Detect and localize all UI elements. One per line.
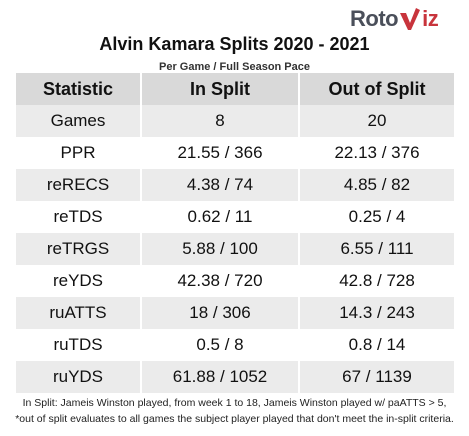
cell-out-of-split: 20 [300, 105, 454, 137]
cell-in-split: 61.88 / 1052 [142, 361, 298, 393]
header-statistic: Statistic [16, 73, 140, 105]
table-row: reTDS 0.62 / 11 0.25 / 4 [16, 201, 454, 233]
cell-statistic: reTRGS [16, 233, 140, 265]
cell-in-split: 0.62 / 11 [142, 201, 298, 233]
rotoviz-logo: Roto iz [350, 5, 439, 33]
cell-out-of-split: 0.25 / 4 [300, 201, 454, 233]
cell-out-of-split: 14.3 / 243 [300, 297, 454, 329]
logo-text-iz: iz [422, 6, 439, 31]
footnote-in-split: In Split: Jameis Winston played, from we… [22, 397, 447, 409]
cell-out-of-split: 4.85 / 82 [300, 169, 454, 201]
cell-in-split: 18 / 306 [142, 297, 298, 329]
table-row: ruATTS 18 / 306 14.3 / 243 [16, 297, 454, 329]
footnote: In Split: Jameis Winston played, from we… [0, 395, 469, 427]
splits-table: Statistic In Split Out of Split Games 8 … [14, 73, 456, 393]
cell-out-of-split: 67 / 1139 [300, 361, 454, 393]
table-row: ruTDS 0.5 / 8 0.8 / 14 [16, 329, 454, 361]
header-in-split: In Split [142, 73, 298, 105]
cell-statistic: ruTDS [16, 329, 140, 361]
table-row: reRECS 4.38 / 74 4.85 / 82 [16, 169, 454, 201]
cell-in-split: 42.38 / 720 [142, 265, 298, 297]
logo-text-roto: Roto [350, 6, 399, 31]
cell-statistic: Games [16, 105, 140, 137]
table-row: reTRGS 5.88 / 100 6.55 / 111 [16, 233, 454, 265]
cell-statistic: reRECS [16, 169, 140, 201]
cell-in-split: 8 [142, 105, 298, 137]
page-title: Alvin Kamara Splits 2020 - 2021 [99, 34, 370, 54]
cell-statistic: PPR [16, 137, 140, 169]
footnote-out-of-split: *out of split evaluates to all games the… [15, 413, 454, 425]
cell-out-of-split: 0.8 / 14 [300, 329, 454, 361]
cell-statistic: reYDS [16, 265, 140, 297]
cell-in-split: 5.88 / 100 [142, 233, 298, 265]
cell-statistic: ruATTS [16, 297, 140, 329]
page-subtitle: Per Game / Full Season Pace [158, 61, 310, 73]
cell-statistic: ruYDS [16, 361, 140, 393]
table-header-row: Statistic In Split Out of Split [16, 73, 454, 105]
table-row: ruYDS 61.88 / 1052 67 / 1139 [16, 361, 454, 393]
cell-out-of-split: 42.8 / 728 [300, 265, 454, 297]
cell-out-of-split: 6.55 / 111 [300, 233, 454, 265]
table-row: PPR 21.55 / 366 22.13 / 376 [16, 137, 454, 169]
cell-in-split: 4.38 / 74 [142, 169, 298, 201]
table-row: reYDS 42.38 / 720 42.8 / 728 [16, 265, 454, 297]
cell-statistic: reTDS [16, 201, 140, 233]
v-check-icon [400, 8, 421, 30]
cell-in-split: 21.55 / 366 [142, 137, 298, 169]
cell-in-split: 0.5 / 8 [142, 329, 298, 361]
cell-out-of-split: 22.13 / 376 [300, 137, 454, 169]
table-row: Games 8 20 [16, 105, 454, 137]
header-out-of-split: Out of Split [300, 73, 454, 105]
